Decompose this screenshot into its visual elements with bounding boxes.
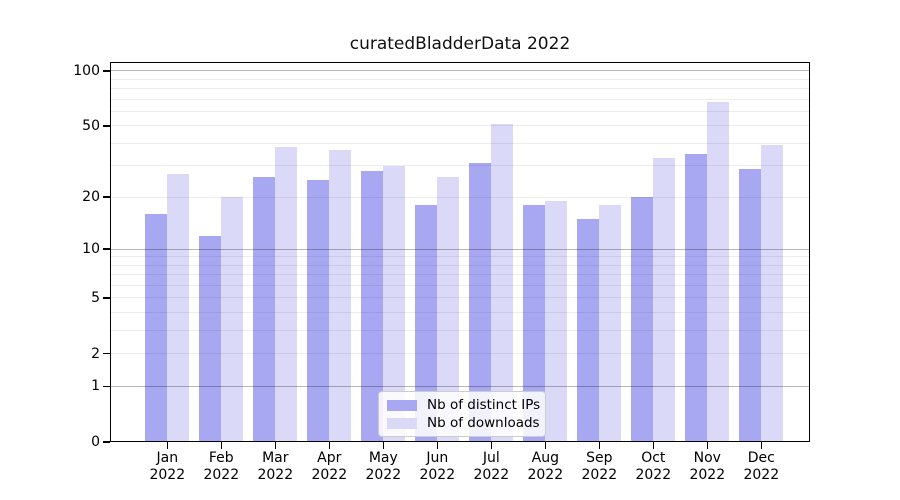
minor-gridline-70 <box>110 98 810 100</box>
bar-distinct-ips-sep <box>577 219 600 442</box>
x-axis-tick-label-jan: Jan 2022 <box>149 450 186 483</box>
minor-gridline-30 <box>110 165 810 167</box>
y-axis-tick-label-10: 10 <box>82 241 100 258</box>
bar-distinct-ips-nov <box>685 153 708 442</box>
legend: Nb of distinct IPs Nb of downloads <box>378 391 546 437</box>
bar-downloads-aug <box>545 201 568 442</box>
y-axis-tick-label-2: 2 <box>91 345 100 362</box>
minor-gridline-80 <box>110 88 810 90</box>
x-axis-tick-mar <box>274 442 277 449</box>
bar-distinct-ips-jun <box>415 205 438 442</box>
y-axis-tick-label-50: 50 <box>82 117 100 134</box>
x-axis-tick-label-mar: Mar 2022 <box>257 450 294 483</box>
x-axis-tick-jun <box>436 442 439 449</box>
x-axis-tick-label-oct: Oct 2022 <box>635 450 672 483</box>
x-axis-tick-label-jul: Jul 2022 <box>473 450 510 483</box>
minor-gridline-3 <box>110 330 810 332</box>
x-axis-tick-jan <box>166 442 169 449</box>
bar-downloads-jan <box>167 174 190 442</box>
x-axis-tick-apr <box>328 442 331 449</box>
y-axis-tick-100 <box>103 70 110 72</box>
x-axis-tick-label-aug: Aug 2022 <box>527 450 564 483</box>
x-axis-tick-feb <box>220 442 223 449</box>
bar-downloads-feb <box>221 197 244 442</box>
x-axis-tick-label-jun: Jun 2022 <box>419 450 456 483</box>
minor-gridline-40 <box>110 142 810 144</box>
minor-gridline-60 <box>110 110 810 112</box>
legend-swatch-distinct-ips <box>387 399 417 411</box>
y-axis-tick-2 <box>103 352 110 355</box>
minor-gridline-6 <box>110 285 810 287</box>
minor-gridline-50 <box>110 125 810 127</box>
bar-downloads-dec <box>761 145 784 442</box>
minor-gridline-9 <box>110 256 810 258</box>
bar-distinct-ips-apr <box>307 180 330 442</box>
bar-downloads-apr <box>329 149 352 442</box>
x-axis-tick-label-dec: Dec 2022 <box>743 450 780 483</box>
minor-gridline-8 <box>110 264 810 266</box>
bar-downloads-sep <box>599 205 622 442</box>
y-axis-tick-label-0: 0 <box>91 434 100 450</box>
bar-downloads-nov <box>707 101 730 442</box>
bar-downloads-may <box>383 165 406 442</box>
bar-distinct-ips-feb <box>199 235 222 442</box>
minor-gridline-7 <box>110 274 810 276</box>
x-axis-tick-label-feb: Feb 2022 <box>203 450 240 483</box>
bar-downloads-jun <box>437 177 460 442</box>
x-axis-tick-label-may: May 2022 <box>365 450 402 483</box>
y-axis-tick-10 <box>103 248 110 250</box>
x-axis-tick-sep <box>598 442 601 449</box>
y-axis-tick-label-5: 5 <box>91 289 100 306</box>
major-gridline-1 <box>110 385 810 387</box>
minor-gridline-90 <box>110 78 810 80</box>
legend-label-downloads: Nb of downloads <box>427 415 540 431</box>
x-axis-tick-label-sep: Sep 2022 <box>581 450 618 483</box>
x-axis-tick-dec <box>760 442 763 449</box>
bar-distinct-ips-jan <box>145 214 168 442</box>
bar-distinct-ips-aug <box>523 205 546 442</box>
x-axis-tick-jul <box>490 442 493 449</box>
y-axis-tick-50 <box>103 125 110 127</box>
x-axis-tick-may <box>382 442 385 449</box>
bar-distinct-ips-jul <box>469 163 492 442</box>
minor-gridline-5 <box>110 297 810 299</box>
minor-gridline-20 <box>110 196 810 198</box>
minor-gridline-2 <box>110 353 810 355</box>
major-gridline-100 <box>110 70 810 72</box>
chart-title: curatedBladderData 2022 <box>349 34 571 54</box>
y-axis-tick-label-100: 100 <box>73 62 100 79</box>
x-axis-tick-nov <box>706 442 709 449</box>
legend-swatch-downloads <box>387 417 417 429</box>
bar-downloads-oct <box>653 158 676 442</box>
legend-label-distinct-ips: Nb of distinct IPs <box>427 397 541 413</box>
bar-distinct-ips-dec <box>739 168 762 442</box>
y-axis-tick-5 <box>103 297 110 299</box>
bar-distinct-ips-oct <box>631 197 654 442</box>
minor-gridline-4 <box>110 312 810 314</box>
x-axis-tick-label-nov: Nov 2022 <box>689 450 726 483</box>
x-axis-tick-label-apr: Apr 2022 <box>311 450 348 483</box>
legend-entry-distinct-ips: Nb of distinct IPs <box>387 397 541 413</box>
x-axis-tick-oct <box>652 442 655 449</box>
major-gridline-10 <box>110 248 810 250</box>
bar-distinct-ips-mar <box>253 177 276 442</box>
bar-distinct-ips-may <box>361 171 384 442</box>
y-axis-tick-label-20: 20 <box>82 189 100 206</box>
x-axis-tick-aug <box>544 442 547 449</box>
y-axis-tick-20 <box>103 196 110 198</box>
y-axis-tick-0 <box>103 441 110 443</box>
y-axis-tick-1 <box>103 385 110 388</box>
y-axis-tick-label-1: 1 <box>91 378 100 395</box>
bar-downloads-mar <box>275 147 298 442</box>
legend-entry-downloads: Nb of downloads <box>387 415 540 431</box>
bar-downloads-jul <box>491 124 514 442</box>
